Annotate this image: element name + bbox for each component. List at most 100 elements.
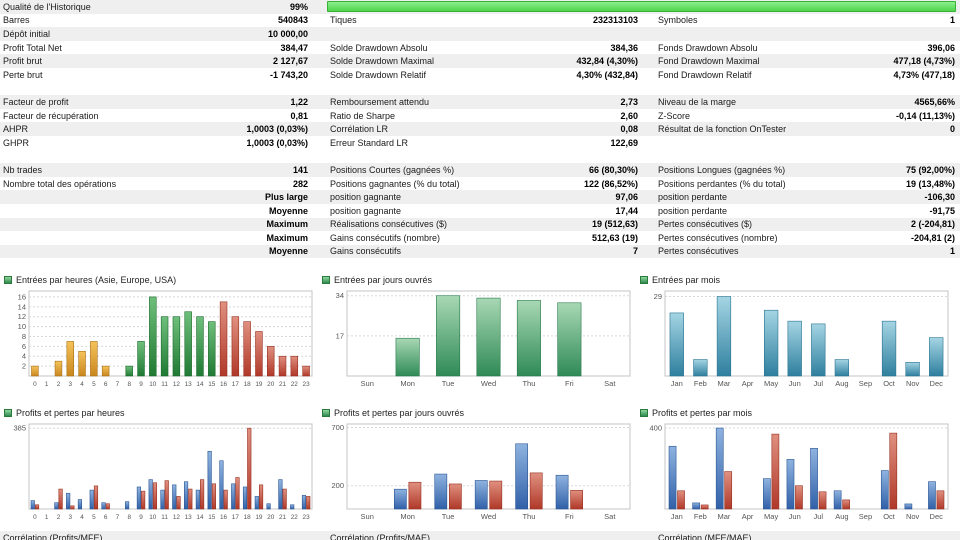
stat-label: Positions perdantes (% du total) [658, 178, 786, 189]
svg-text:5: 5 [92, 514, 96, 521]
svg-text:Sat: Sat [604, 512, 616, 521]
svg-text:15: 15 [208, 381, 216, 388]
stat-cell: Pertes consécutives 1 [658, 245, 955, 259]
stat-value: 99% [289, 1, 308, 12]
stat-label: Facteur de récupération [3, 110, 99, 121]
stat-value: 4565,66% [914, 96, 955, 107]
svg-text:7: 7 [116, 381, 120, 388]
stat-cell: Positions Longues (gagnées %) 75 (92,00%) [658, 163, 955, 177]
chart-title-text: Profits et pertes par mois [652, 408, 753, 418]
svg-text:0: 0 [33, 381, 37, 388]
bar-chart-icon [4, 276, 12, 284]
stat-value: Maximum [266, 232, 308, 243]
stat-cell: Profit brut 2 127,67 [3, 54, 308, 68]
stat-value: 1 [949, 246, 955, 257]
svg-text:6: 6 [104, 381, 108, 388]
stat-value: 1,0003 (0,03%) [246, 137, 308, 148]
stat-cell: Plus large [3, 190, 308, 204]
table-row: Perte brut -1 743,20 Solde Drawdown Relati… [0, 68, 960, 82]
svg-text:10: 10 [18, 322, 26, 331]
stat-label: Réalisations consécutives ($) [330, 219, 448, 230]
charts-grid: Entrées par heures (Asie, Europe, USA) 2 4… [4, 274, 956, 530]
stat-value: 122,69 [610, 137, 638, 148]
stat-label: Gains consécutifs [330, 246, 402, 257]
svg-text:16: 16 [220, 514, 228, 521]
svg-text:19: 19 [255, 514, 263, 521]
stat-value: 19 (512,63) [591, 219, 638, 230]
svg-text:Aug: Aug [835, 379, 848, 388]
stat-value: 17,44 [615, 205, 638, 216]
svg-text:23: 23 [303, 514, 311, 521]
svg-text:21: 21 [279, 381, 287, 388]
stat-value: 19 (13,48%) [905, 178, 955, 189]
svg-text:6: 6 [22, 342, 26, 351]
svg-text:May: May [764, 379, 778, 388]
stat-label: Corrélation (MFE/MAE) [658, 532, 752, 540]
stat-cell: Maximum [3, 218, 308, 232]
chart-canvas: 29 Jan Feb Mar Apr May Jun Jul Aug Sep Oct Nov Dec [654, 290, 949, 388]
stat-cell: Solde Drawdown Relatif 4,30% (432,84) [330, 68, 638, 82]
table-row: Profit Total Net 384,47 Solde Drawdown Abs… [0, 41, 960, 55]
svg-text:May: May [764, 512, 778, 521]
svg-text:10: 10 [149, 514, 157, 521]
stat-label: position gagnante [330, 205, 402, 216]
stat-value: 396,06 [927, 42, 955, 53]
table-row: Barres 540843 Tiques 232313103 Symboles 1 [0, 14, 960, 28]
svg-text:Wed: Wed [481, 379, 496, 388]
svg-text:15: 15 [208, 514, 216, 521]
svg-text:Sat: Sat [604, 379, 616, 388]
svg-text:12: 12 [173, 514, 181, 521]
stat-value: 282 [292, 178, 308, 189]
table-row: Corrélation (Profits/MFE) Corrélation (Pr… [0, 531, 960, 540]
svg-text:5: 5 [92, 381, 96, 388]
stat-value: 232313103 [592, 15, 638, 26]
svg-text:20: 20 [267, 514, 275, 521]
stat-value: 75 (92,00%) [905, 164, 955, 175]
stat-label: Positions gagnantes (% du total) [330, 178, 460, 189]
stat-value: 4,73% (477,18) [893, 69, 955, 80]
stat-cell: Solde Drawdown Absolu 384,36 [330, 41, 638, 55]
stat-label: position gagnante [330, 192, 402, 203]
stat-cell: Barres 540843 [3, 14, 308, 28]
svg-text:Tue: Tue [442, 379, 455, 388]
table-row: Facteur de profit 1,22 Remboursement atten… [0, 95, 960, 109]
chart-title: Entrées par jours ouvrés [322, 274, 634, 286]
stat-cell: Nb trades 141 [3, 163, 308, 177]
chart-title-text: Entrées par mois [652, 275, 721, 285]
stat-value: 122 (86,52%) [583, 178, 638, 189]
svg-text:385: 385 [13, 424, 26, 433]
svg-text:14: 14 [196, 381, 204, 388]
svg-text:Sun: Sun [361, 379, 374, 388]
stat-label: Remboursement attendu [330, 96, 430, 107]
svg-text:Feb: Feb [694, 512, 707, 521]
stat-cell: position gagnante 97,06 [330, 190, 638, 204]
chart-canvas: 200 700 Sun Mon Tue Wed Thu Fri Sat [331, 423, 631, 521]
stat-cell: Fond Drawdown Maximal 477,18 (4,73%) [658, 54, 955, 68]
table-row: Dépôt initial 10 000,00 [0, 27, 960, 41]
stat-label: Résultat de la fonction OnTester [658, 124, 787, 135]
stat-cell: Pertes consécutives ($) 2 (-204,81) [658, 218, 955, 232]
svg-text:22: 22 [291, 381, 299, 388]
stat-cell: position gagnante 17,44 [330, 204, 638, 218]
stats-table: Qualité de l'Historique 99% Barres 540843 Ti… [0, 0, 960, 259]
stat-label: Pertes consécutives ($) [658, 219, 753, 230]
svg-text:Thu: Thu [522, 379, 535, 388]
stat-cell: Gains consécutifs (nombre) 512,63 (19) [330, 231, 638, 245]
chart-pl-by-hours: Profits et pertes par heures 385 0 1 2 3 4 5 6 7 8… [4, 407, 316, 530]
svg-text:Sep: Sep [859, 379, 872, 388]
stat-cell: Positions Courtes (gagnées %) 66 (80,30%) [330, 163, 638, 177]
stat-cell: Positions perdantes (% du total) 19 (13,4… [658, 177, 955, 191]
stat-cell: Symboles 1 [658, 14, 955, 28]
table-row: Qualité de l'Historique 99% [0, 0, 960, 14]
stat-label: Facteur de profit [3, 96, 69, 107]
stat-label: Fond Drawdown Relatif [658, 69, 752, 80]
svg-text:11: 11 [161, 381, 168, 388]
stat-value: 477,18 (4,73%) [893, 56, 955, 67]
bar-chart-icon [4, 409, 12, 417]
stat-cell: Profit Total Net 384,47 [3, 41, 308, 55]
stat-cell: Facteur de profit 1,22 [3, 95, 308, 109]
stat-cell: Solde Drawdown Maximal 432,84 (4,30%) [330, 54, 638, 68]
stat-label: Corrélation (Profits/MAE) [330, 532, 431, 540]
svg-text:Jul: Jul [813, 379, 823, 388]
